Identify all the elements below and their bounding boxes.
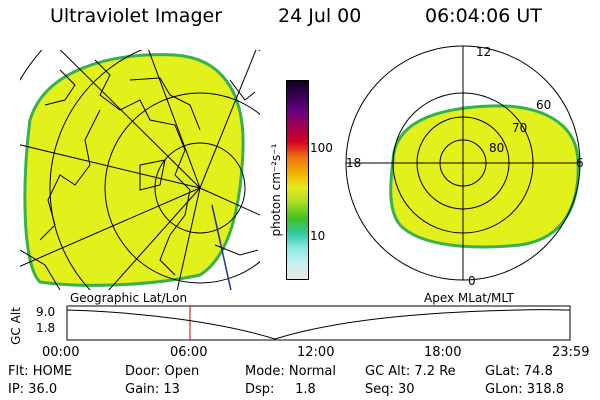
mlt-label-12: 12 [476,45,492,59]
status-glon: GLon: 318.8 [485,382,565,397]
mlt-label-18: 18 [346,156,362,170]
mlat-label-60: 60 [536,98,552,112]
status-dsp: Dsp: 1.8 [245,382,316,397]
altitude-curve [66,309,571,340]
mlat-label-80: 80 [489,141,505,155]
status-gain: Gain: 13 [125,382,180,397]
date-label: 24 Jul 00 [278,5,362,27]
time-label: 06:04:06 UT [425,5,542,27]
status-door: Door: Open [125,364,200,379]
mlat-label-70: 70 [512,121,528,135]
colorbar-tick-10: 10 [310,229,326,243]
time-tick-1200: 12:00 [297,345,335,360]
time-tick-1800: 18:00 [424,345,462,360]
time-tick-0000: 00:00 [42,345,80,360]
status-flight: Flt: HOME [8,364,73,379]
status-ip: IP: 36.0 [8,382,58,397]
emission-region [23,53,245,287]
time-tick-2359: 23:59 [552,345,590,360]
altitude-tick-max: 9.0 [36,305,56,319]
status-mode: Mode: Normal [245,364,336,379]
status-seq: Seq: 30 [365,382,415,397]
status-glat: GLat: 74.8 [485,364,553,379]
right-panel-caption: Apex MLat/MLT [424,291,514,305]
status-gc-alt: GC Alt: 7.2 Re [365,364,456,379]
altitude-tick-min: 1.8 [36,321,56,335]
mlt-label-0: 0 [468,274,476,288]
left-panel-caption: Geographic Lat/Lon [70,291,188,305]
colorbar-tick-100: 100 [310,141,333,155]
colorbar-gradient [287,81,308,279]
mlt-label-6: 6 [576,156,584,170]
instrument-title: Ultraviolet Imager [50,5,223,27]
colorbar [286,80,309,280]
time-tick-0600: 06:00 [170,345,208,360]
